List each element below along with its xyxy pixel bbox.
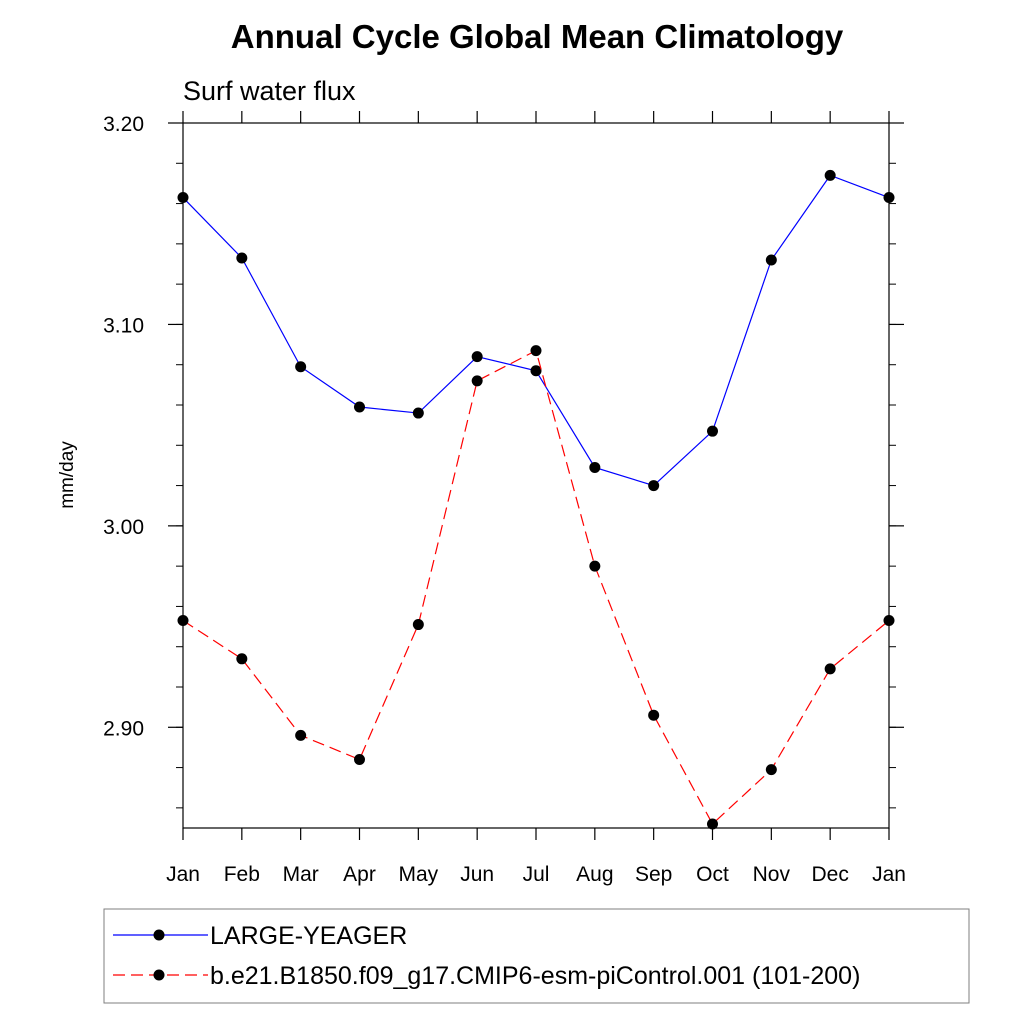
x-tick-label: Dec: [811, 863, 848, 886]
series-2-point: [295, 729, 307, 741]
series-2-point: [236, 653, 248, 665]
chart-subtitle: Surf water flux: [183, 76, 356, 106]
series-2-point: [177, 615, 189, 627]
series-1-point: [471, 351, 483, 363]
series-1-point: [236, 252, 248, 264]
legend-swatch-marker: [153, 969, 165, 981]
y-tick-label: 3.00: [103, 516, 144, 539]
x-tick-label: Jun: [460, 863, 494, 886]
x-tick-label: Nov: [753, 863, 791, 886]
series-1-point: [177, 192, 189, 204]
series-1-point: [648, 480, 660, 492]
series-1-point: [412, 407, 424, 419]
legend-label: LARGE-YEAGER: [210, 922, 407, 950]
series-2-point: [824, 663, 836, 675]
series-line-1: [182, 174, 890, 487]
series-1-point: [824, 169, 836, 181]
series-1-point: [883, 192, 895, 204]
series-1-point: [354, 401, 365, 413]
series-1-point: [765, 254, 777, 266]
x-tick-label: Jul: [523, 863, 550, 886]
y-axis-label: mm/day: [57, 441, 78, 509]
series-2-point: [648, 709, 660, 721]
legend-swatch-marker: [153, 929, 165, 941]
series-1-point: [589, 461, 601, 473]
series-2-point: [530, 345, 542, 357]
x-tick-label: Jan: [872, 863, 906, 886]
series-2-point: [589, 560, 601, 572]
plot-frame: [182, 122, 890, 829]
x-tick-label: Sep: [635, 863, 672, 886]
x-tick-label: Jan: [166, 863, 200, 886]
series-line-2: [182, 349, 890, 825]
series-2-point: [412, 619, 424, 631]
series-1-point: [707, 425, 718, 437]
x-tick-label: Feb: [224, 863, 260, 886]
y-tick-label: 2.90: [103, 717, 144, 740]
series-1-point: [295, 361, 307, 373]
x-tick-label: Aug: [576, 863, 613, 886]
series-1-point: [530, 365, 542, 377]
plot-area: 2.90 3.00 3.10 3.20 Jan Feb Mar Apr May Jun Jul Aug…: [103, 111, 906, 886]
x-tick-label: Mar: [283, 863, 319, 886]
series-2-point: [765, 764, 777, 776]
series-2-point: [354, 754, 365, 766]
y-tick-label: 3.20: [103, 113, 144, 136]
series-2-point: [707, 818, 718, 830]
legend: LARGE-YEAGER b.e21.B1850.f09_g17.CMIP6-es…: [103, 908, 970, 1004]
series-2-point: [471, 375, 483, 387]
y-tick-label: 3.10: [103, 314, 144, 337]
legend-label: b.e21.B1850.f09_g17.CMIP6-esm-piControl.…: [210, 962, 860, 990]
chart-title: Annual Cycle Global Mean Climatology: [231, 18, 844, 55]
x-tick-label: May: [398, 863, 438, 886]
x-tick-label: Oct: [696, 863, 729, 886]
series-2-point: [883, 615, 895, 627]
legend-box: [103, 908, 970, 1004]
x-tick-label: Apr: [343, 863, 376, 886]
